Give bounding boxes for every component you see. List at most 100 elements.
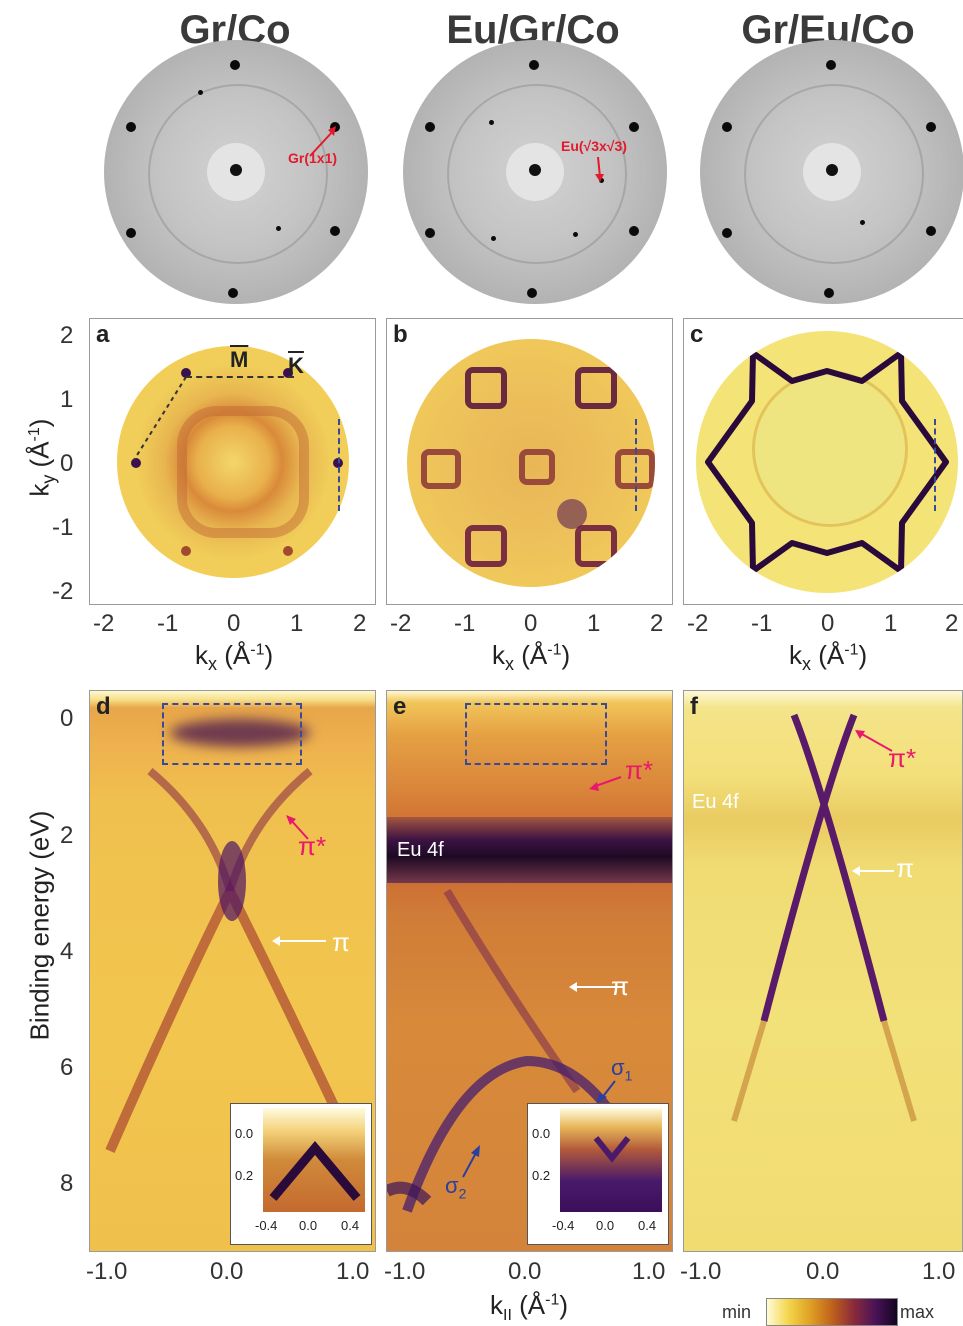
fermi-x-label-sub: x [505, 654, 514, 675]
inset-x-tick: 0.4 [638, 1218, 657, 1233]
fermi-map-b [407, 339, 655, 587]
k-parallel-label-k: k [490, 1290, 503, 1320]
fermi-x-tick: 1 [587, 610, 601, 637]
fermi-pocket [421, 449, 461, 489]
fermi-x-label: kx (Å-1) [195, 640, 273, 675]
leed-spot-eu [573, 232, 578, 237]
pi-star-arrow [855, 730, 893, 752]
fermi-map-c [696, 331, 958, 593]
fermi-x-tick: -1 [751, 610, 773, 637]
pi-star-arrow [286, 815, 309, 840]
panel-c: c [683, 318, 963, 605]
central-disk [752, 371, 908, 527]
k-x-tick: 1.0 [922, 1258, 956, 1285]
fermi-y-label-k: k [24, 483, 55, 497]
k-x-tick: 1.0 [336, 1258, 370, 1285]
leed-spot [926, 226, 936, 236]
fermi-y-label-close: ) [24, 418, 55, 428]
leed-spot [926, 122, 936, 132]
leed-spot [527, 288, 537, 298]
pi-label: π [611, 971, 629, 1001]
pi-arrow [852, 866, 894, 876]
inset-x-tick: 0.4 [341, 1218, 360, 1233]
pi-label: π [896, 853, 914, 883]
k-point-label: K [288, 353, 304, 378]
colorbar-min-label: min [722, 1302, 752, 1322]
inset-y-tick: 0.0 [532, 1126, 551, 1141]
eu4f-band [387, 817, 672, 883]
fermi-x-tick: 1 [884, 610, 898, 637]
sigma2-subscript: 2 [458, 1185, 467, 1202]
inset-dispersion [593, 1136, 631, 1163]
leed-arrow [309, 126, 336, 157]
sigma1-arrow [597, 1080, 616, 1103]
fermi-x-tick: 2 [353, 610, 367, 637]
fermi-x-axis-a: -2 -1 0 1 2 kx (Å-1) [89, 610, 374, 680]
fermi-x-label-exp: -1 [844, 641, 859, 659]
inset-dispersion [269, 1141, 361, 1201]
k-x-tick: 0.0 [210, 1258, 244, 1285]
fermi-y-tick: -2 [52, 578, 74, 605]
leed-spot [826, 60, 836, 70]
inset-x-tick: 0.0 [299, 1218, 318, 1233]
leed-specular-spot [826, 164, 838, 176]
leed-spot [228, 288, 238, 298]
fermi-x-label: kx (Å-1) [789, 640, 867, 675]
leed-spot [198, 90, 203, 95]
k-point-spot [283, 546, 293, 556]
k-parallel-label-unit: (Å [519, 1290, 546, 1320]
m-point-label: M [230, 347, 249, 372]
inset-x-tick: -0.4 [552, 1218, 575, 1233]
panel-e: e Eu 4f π* π σ1 σ2 0.0 0.2 -0.4 0.0 0.4 [386, 690, 673, 1252]
fermi-x-tick: 2 [650, 610, 664, 637]
inset-map [560, 1108, 662, 1212]
panel-letter-f: f [690, 693, 698, 720]
leed-spot [276, 226, 281, 231]
k-x-tick: 0.0 [508, 1258, 542, 1285]
panel-b: b [386, 318, 673, 605]
leed-spot [230, 60, 240, 70]
fermi-x-label-k: k [195, 640, 208, 670]
panel-d: d π* π 0.0 0.2 -0.4 0.0 0.4 [89, 690, 376, 1252]
pi-arrow [569, 982, 623, 992]
leed-label-gr-1x1: Gr(1x1) [288, 150, 338, 166]
k-point-spot [283, 368, 293, 378]
inset-d: 0.0 0.2 -0.4 0.0 0.4 [230, 1103, 372, 1245]
eu4f-label: Eu 4f [397, 839, 444, 861]
k-parallel-label-exp: -1 [545, 1291, 560, 1309]
fermi-x-tick: 1 [290, 610, 304, 637]
be-y-tick: 6 [60, 1054, 74, 1081]
fermi-pocket [465, 367, 507, 409]
fermi-pocket [465, 525, 507, 567]
panel-f: f Eu 4f π* π [683, 690, 963, 1252]
leed-arrow [595, 156, 604, 182]
inset-map [263, 1108, 365, 1212]
fermi-x-tick: 0 [524, 610, 538, 637]
colorbar [766, 1298, 898, 1326]
fermi-x-label-unit: (Å [818, 640, 845, 670]
fermi-y-tick: 0 [60, 450, 74, 477]
fermi-x-label: kx (Å-1) [492, 640, 570, 675]
be-y-tick: 0 [60, 705, 74, 732]
fermi-contour [177, 406, 309, 538]
leed-spot [824, 288, 834, 298]
leed-spot [425, 228, 435, 238]
inset-e: 0.0 0.2 -0.4 0.0 0.4 [527, 1103, 669, 1245]
fermi-x-tick: -2 [93, 610, 115, 637]
k-x-tick: 1.0 [632, 1258, 666, 1285]
binding-energy-axis-label: Binding energy (eV) [24, 810, 55, 1041]
fermi-x-tick: -1 [454, 610, 476, 637]
inset-y-tick: 0.2 [235, 1168, 254, 1183]
fermi-x-tick: -2 [390, 610, 412, 637]
leed-spot [722, 228, 732, 238]
k-x-tick: 0.0 [806, 1258, 840, 1285]
k-point-spot [131, 458, 141, 468]
fermi-intensity [557, 499, 587, 529]
fermi-x-label-unit: (Å [224, 640, 251, 670]
colorbar-max-label: max [900, 1302, 935, 1322]
pi-star-arrow [589, 776, 622, 791]
pi-star-label: π* [298, 831, 327, 861]
k-point-spot [181, 546, 191, 556]
inset-x-tick: 0.0 [596, 1218, 615, 1233]
leed-specular-spot [230, 164, 242, 176]
